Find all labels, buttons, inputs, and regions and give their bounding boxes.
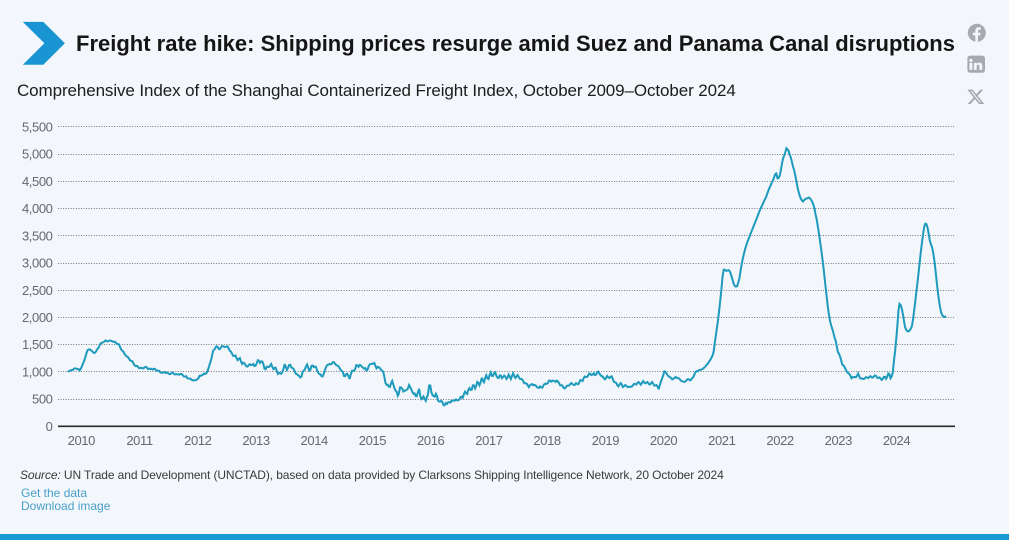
svg-text:2,500: 2,500 (22, 283, 53, 298)
svg-text:500: 500 (32, 392, 53, 407)
svg-text:2012: 2012 (184, 433, 211, 448)
svg-text:2020: 2020 (650, 433, 677, 448)
svg-text:2024: 2024 (883, 433, 910, 448)
svg-text:1,500: 1,500 (22, 337, 53, 352)
svg-text:2017: 2017 (475, 433, 502, 448)
svg-text:2013: 2013 (242, 433, 269, 448)
svg-text:5,500: 5,500 (22, 120, 53, 135)
svg-text:4,000: 4,000 (22, 201, 53, 216)
svg-text:0: 0 (46, 419, 53, 434)
svg-text:2019: 2019 (592, 433, 619, 448)
svg-text:2023: 2023 (825, 433, 852, 448)
svg-text:2015: 2015 (359, 433, 386, 448)
svg-text:2016: 2016 (417, 433, 444, 448)
svg-text:2018: 2018 (533, 433, 560, 448)
svg-text:2021: 2021 (708, 433, 735, 448)
svg-text:2011: 2011 (126, 433, 153, 448)
svg-text:2,000: 2,000 (22, 310, 53, 325)
svg-text:2010: 2010 (68, 433, 95, 448)
svg-text:3,500: 3,500 (22, 228, 53, 243)
svg-text:2014: 2014 (301, 433, 328, 448)
svg-text:1,000: 1,000 (22, 364, 53, 379)
svg-text:2022: 2022 (766, 433, 793, 448)
svg-text:4,500: 4,500 (22, 174, 53, 189)
svg-text:3,000: 3,000 (22, 256, 53, 271)
svg-text:5,000: 5,000 (22, 147, 53, 162)
